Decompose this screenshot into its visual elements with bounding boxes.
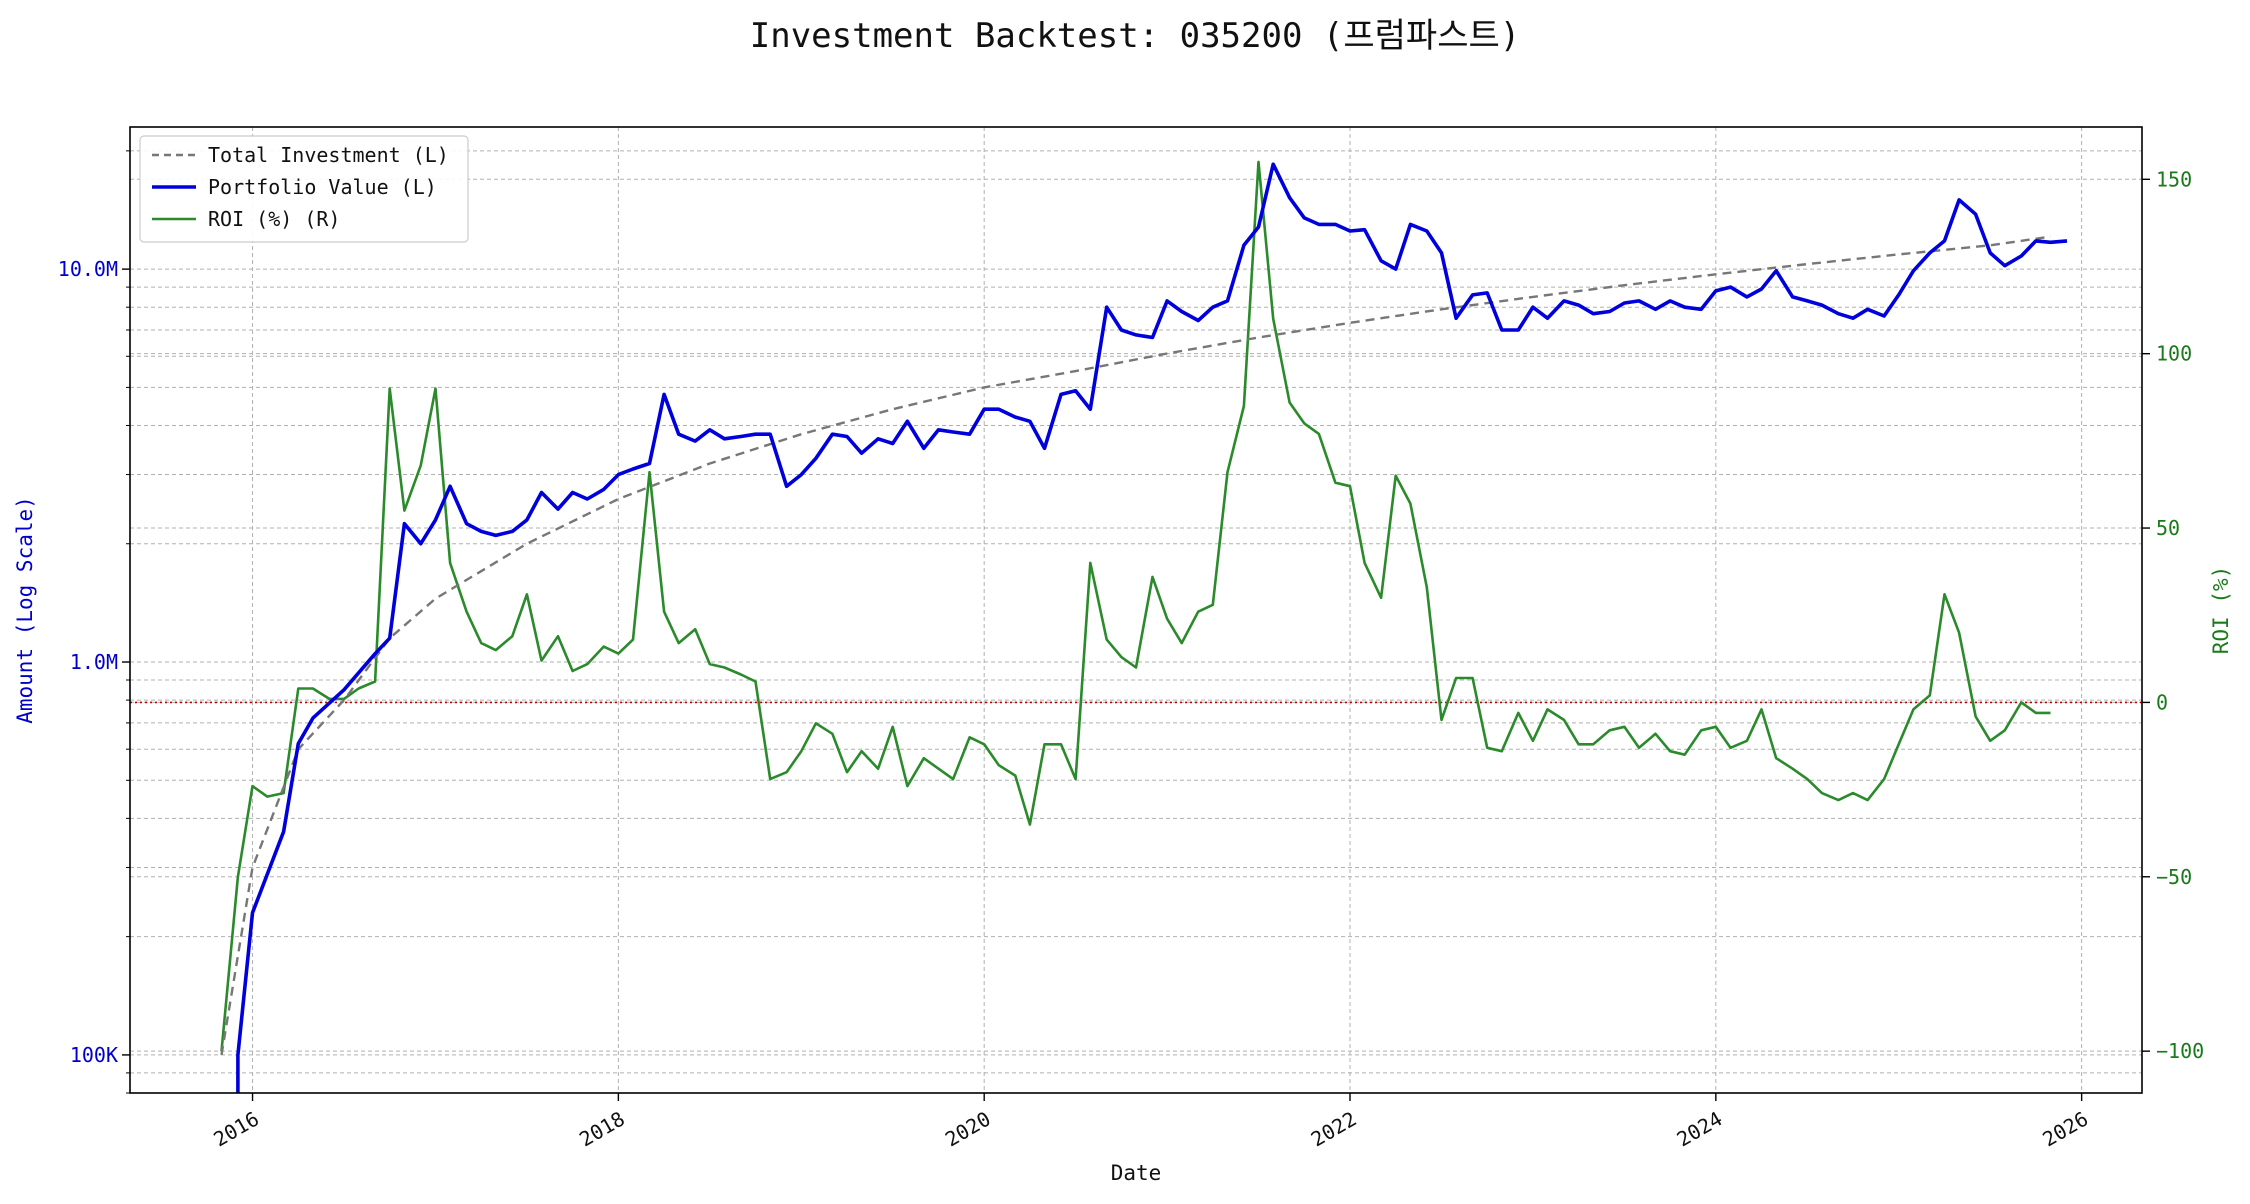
grid (130, 127, 2142, 1094)
y-left-tick-label: 10.0M (58, 257, 118, 281)
y-axis-left-label: Amount (Log Scale) (13, 496, 37, 724)
y-axis-left-ticks: 100K 1.0M 10.0M (58, 150, 130, 1094)
chart-title: Investment Backtest: 035200 (프럼파스트) (750, 16, 1521, 56)
y-left-tick-label: 100K (70, 1043, 118, 1067)
x-tick-label: 2022 (1307, 1107, 1361, 1152)
portfolio-value-line (236, 162, 2068, 1093)
legend: Total Investment (L) Portfolio Value (L) R… (139, 135, 469, 243)
x-tick-label: 2018 (575, 1107, 629, 1152)
legend-box (139, 135, 469, 243)
y-right-tick-label: −100 (2156, 1039, 2204, 1063)
x-tick-label: 2024 (1673, 1107, 1727, 1152)
plot-frame (129, 126, 2143, 1094)
series-lines (220, 160, 2068, 1093)
y-right-tick-label: 50 (2156, 516, 2180, 540)
x-tick-label: 2016 (209, 1107, 263, 1152)
x-tick-label: 2020 (941, 1107, 995, 1152)
y-axis-right-label: ROI (%) (2209, 566, 2233, 655)
y-right-tick-label: 0 (2156, 690, 2168, 714)
y-left-tick-label: 1.0M (70, 650, 118, 674)
total-investment-line (220, 235, 2051, 1056)
y-right-tick-label: 100 (2156, 342, 2192, 366)
legend-item-roi-label: ROI (%) (R) (208, 207, 340, 231)
x-axis-ticks: 2016 2018 2020 2022 2024 2026 (209, 1093, 2092, 1151)
y-right-tick-label: −50 (2156, 865, 2192, 889)
legend-item-total-investment-label: Total Investment (L) (208, 143, 449, 167)
x-tick-label: 2026 (2038, 1107, 2092, 1152)
y-right-tick-label: 150 (2156, 167, 2192, 191)
legend-item-portfolio-value-label: Portfolio Value (L) (208, 175, 437, 199)
x-axis-label: Date (1111, 1161, 1162, 1185)
y-axis-right-ticks: −100 −50 0 50 100 150 (2142, 167, 2204, 1063)
roi-line (220, 160, 2051, 1052)
